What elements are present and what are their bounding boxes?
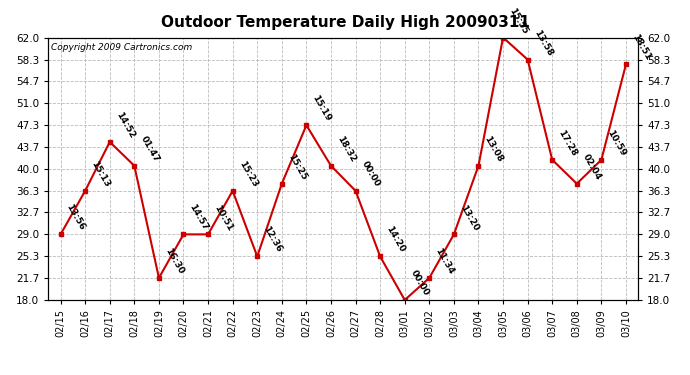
Text: 14:57: 14:57 — [188, 203, 210, 232]
Text: 11:34: 11:34 — [433, 246, 455, 276]
Text: 10:59: 10:59 — [606, 128, 628, 158]
Text: Outdoor Temperature Daily High 20090311: Outdoor Temperature Daily High 20090311 — [161, 15, 529, 30]
Text: 15:25: 15:25 — [286, 152, 308, 182]
Text: 14:20: 14:20 — [384, 225, 406, 254]
Text: 13:56: 13:56 — [65, 203, 87, 232]
Text: 10:51: 10:51 — [213, 203, 235, 232]
Text: 13:58: 13:58 — [532, 28, 554, 57]
Text: 12:36: 12:36 — [262, 225, 284, 254]
Text: 16:30: 16:30 — [163, 247, 185, 276]
Text: 00:00: 00:00 — [409, 269, 431, 298]
Text: 15:23: 15:23 — [237, 159, 259, 189]
Text: 15:13: 15:13 — [89, 159, 112, 189]
Text: Copyright 2009 Cartronics.com: Copyright 2009 Cartronics.com — [51, 43, 193, 52]
Text: 18:32: 18:32 — [335, 134, 357, 164]
Text: 15:55: 15:55 — [507, 6, 529, 35]
Text: 13:20: 13:20 — [458, 203, 480, 232]
Text: 15:19: 15:19 — [310, 94, 333, 123]
Text: 17:28: 17:28 — [556, 128, 578, 158]
Text: 02:04: 02:04 — [581, 152, 603, 182]
Text: 14:52: 14:52 — [114, 110, 136, 140]
Text: 00:00: 00:00 — [359, 160, 382, 189]
Text: 01:47: 01:47 — [139, 134, 161, 164]
Text: 13:08: 13:08 — [482, 134, 504, 164]
Text: 18:51: 18:51 — [630, 33, 652, 62]
